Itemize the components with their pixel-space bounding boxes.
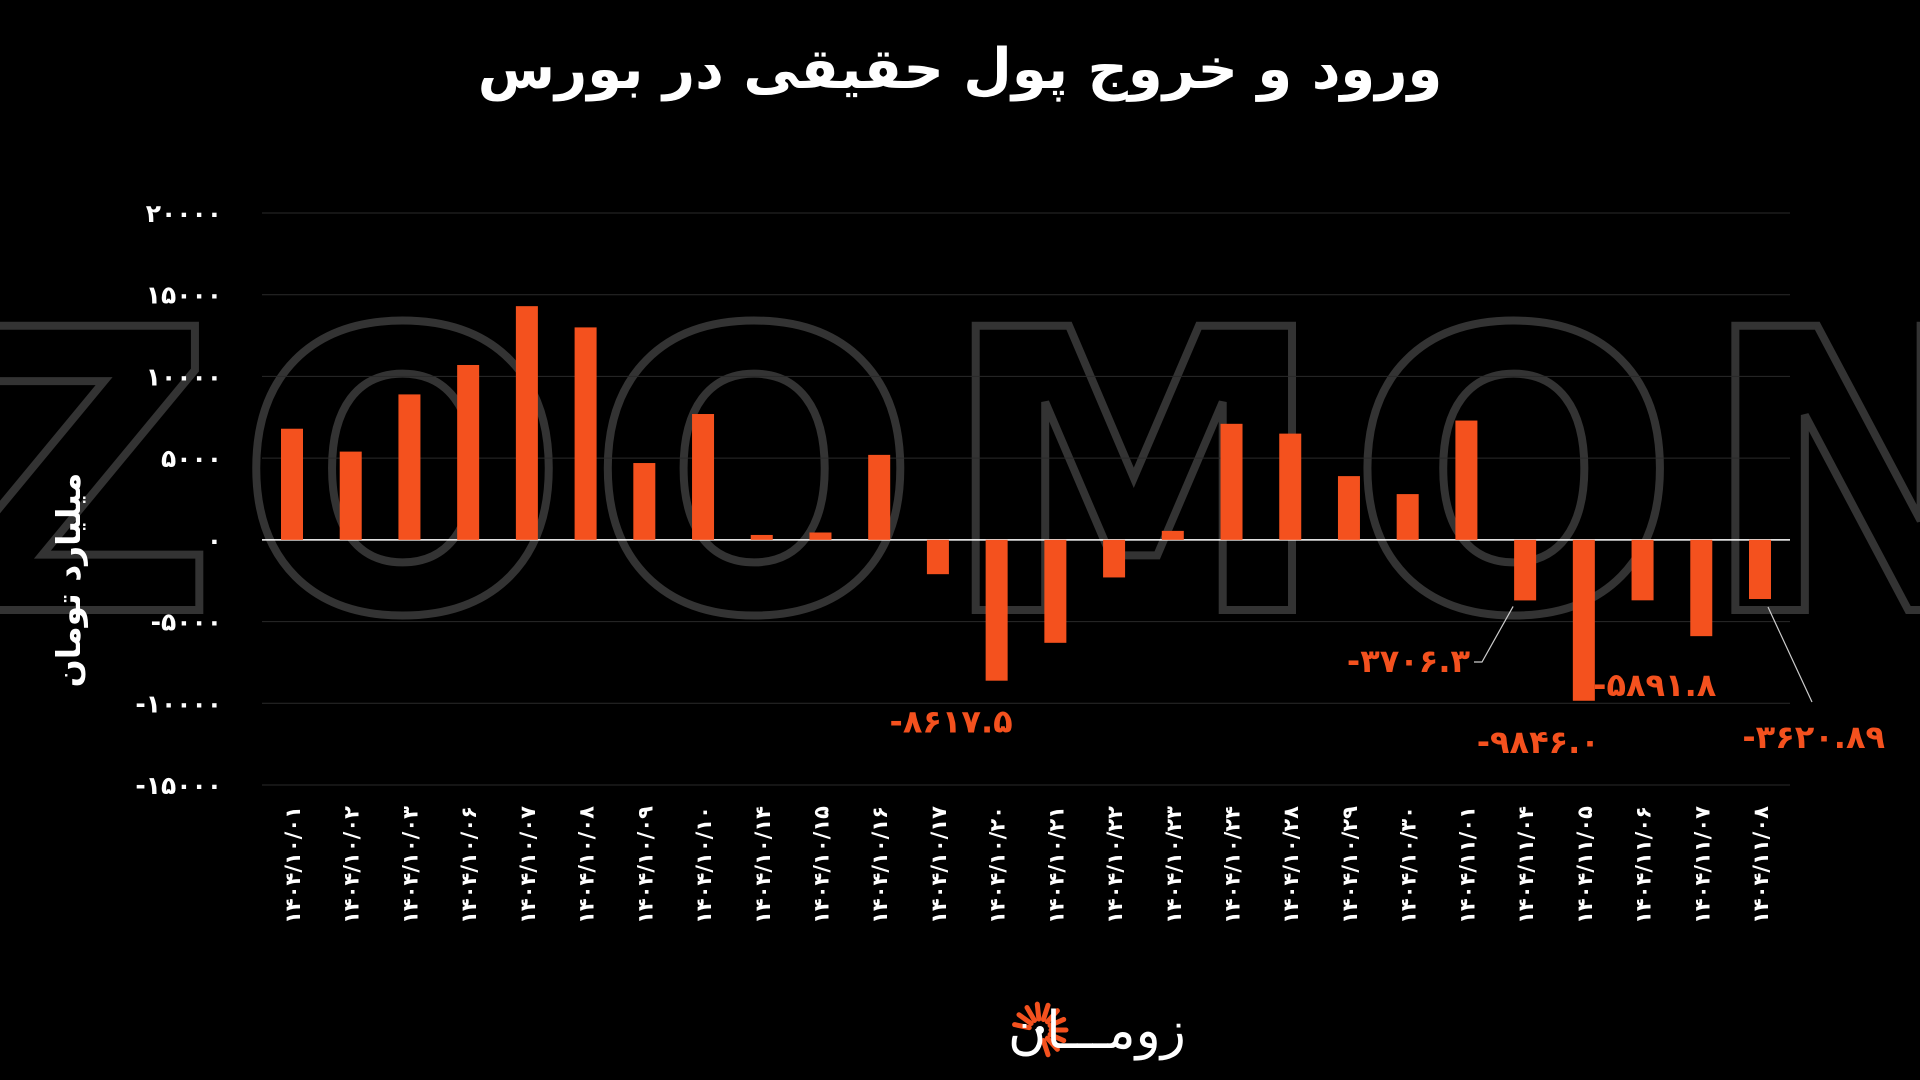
x-tick-label: ۱۴۰۴/۱۰/۰۸: [575, 806, 599, 924]
bar: [574, 327, 597, 540]
sun-center: [1036, 1026, 1044, 1034]
bar: [1044, 539, 1067, 643]
x-tick-label: ۱۴۰۴/۱۱/۰۱: [1455, 806, 1479, 924]
y-axis-label: میلیارد تومان: [49, 473, 89, 688]
sun-ray: [1044, 1035, 1060, 1052]
bar: [1455, 420, 1478, 540]
x-tick-label: ۱۴۰۴/۱۰/۰۳: [398, 806, 422, 924]
x-tick-label: ۱۴۰۴/۱۰/۲۲: [1103, 806, 1127, 924]
x-tick-label: ۱۴۰۴/۱۰/۲۰: [986, 806, 1010, 924]
bar: [926, 539, 949, 575]
x-tick-label: ۱۴۰۴/۱۰/۰۲: [340, 806, 364, 924]
sun-ray: [1034, 1001, 1042, 1022]
y-tick-label: ۰: [207, 526, 222, 555]
y-tick-label: ۱۰۰۰۰: [146, 362, 222, 391]
chart-title: ورود و خروج پول حقیقی در بورس: [478, 37, 1443, 102]
bar: [339, 451, 362, 540]
y-tick-label: -۵۰۰۰: [151, 608, 222, 637]
bar: [633, 463, 656, 540]
data-label: -۳۶۲۰.۸۹: [1742, 718, 1885, 756]
data-label-leader: [1474, 606, 1514, 663]
sun-ray: [1012, 1022, 1032, 1031]
data-label: -۵۸۹۱.۸: [1593, 666, 1717, 704]
x-tick-label: ۱۴۰۴/۱۱/۰۸: [1749, 806, 1773, 924]
bar: [1396, 494, 1419, 540]
x-tick-label: ۱۴۰۴/۱۰/۰۷: [516, 806, 540, 924]
bars: [281, 306, 1771, 701]
brand-logo: زومـــان: [1008, 1001, 1186, 1061]
sun-ray: [1040, 1002, 1051, 1023]
bar: [1103, 539, 1126, 578]
x-tick-label: ۱۴۰۴/۱۰/۲۳: [1162, 806, 1186, 924]
y-tick-label: -۱۵۰۰۰: [135, 771, 222, 800]
watermark: ZOOMON: [0, 248, 1920, 702]
sunburst-icon: [1012, 1001, 1069, 1058]
bar: [281, 428, 303, 540]
bar: [1514, 539, 1537, 601]
bar: [457, 364, 480, 540]
x-tick-label: ۱۴۰۴/۱۰/۱۵: [809, 806, 833, 924]
y-axis-ticks: ۲۰۰۰۰ ۱۵۰۰۰ ۱۰۰۰۰ ۵۰۰۰ ۰ -۵۰۰۰ -۱۰۰۰۰ -۱۵۰۰۰: [135, 199, 222, 800]
y-tick-label: ۲۰۰۰۰: [146, 199, 222, 228]
bar: [398, 394, 421, 540]
x-tick-label: ۱۴۰۴/۱۰/۱۷: [927, 806, 951, 924]
y-tick-label: ۵۰۰۰: [161, 444, 222, 473]
x-tick-label: ۱۴۰۴/۱۰/۰۶: [457, 806, 481, 924]
bar: [750, 534, 773, 540]
brand-name: زومـــان: [1008, 1001, 1186, 1061]
x-tick-label: ۱۴۰۴/۱۰/۱۶: [868, 806, 892, 924]
bar: [1161, 530, 1184, 540]
bar: [1337, 476, 1360, 540]
bar: [809, 532, 832, 540]
bar: [1279, 433, 1302, 540]
x-tick-label: ۱۴۰۴/۱۰/۲۸: [1279, 806, 1303, 924]
sun-ray: [1044, 1008, 1060, 1025]
sun-ray: [1047, 1031, 1067, 1044]
x-tick-label: ۱۴۰۴/۱۰/۲۹: [1338, 806, 1362, 924]
bar: [985, 539, 1008, 681]
bar: [1572, 539, 1595, 701]
y-tick-label: -۱۰۰۰۰: [135, 689, 222, 718]
x-tick-label: ۱۴۰۴/۱۱/۰۷: [1690, 806, 1714, 924]
x-tick-label: ۱۴۰۴/۱۰/۱۰: [692, 806, 716, 924]
sun-ray: [1016, 1012, 1034, 1027]
x-tick-label: ۱۴۰۴/۱۱/۰۶: [1632, 806, 1656, 924]
x-tick-label: ۱۴۰۴/۱۱/۰۴: [1514, 806, 1538, 924]
data-label: -۸۶۱۷.۵: [890, 703, 1013, 741]
x-axis-ticks: ۱۴۰۴/۱۰/۰۱ ۱۴۰۴/۱۰/۰۲ ۱۴۰۴/۱۰/۰۳ ۱۴۰۴/۱۰/۰۶…: [281, 806, 1773, 924]
x-tick-label: ۱۴۰۴/۱۰/۲۱: [1044, 806, 1068, 924]
x-tick-label: ۱۴۰۴/۱۱/۰۵: [1573, 806, 1597, 924]
y-tick-label: ۱۵۰۰۰: [146, 281, 222, 310]
bar: [1690, 539, 1713, 637]
bar: [1749, 539, 1771, 600]
data-label-leader: [1767, 606, 1813, 703]
sun-ray: [1047, 1016, 1067, 1029]
bar: [1631, 539, 1654, 601]
x-tick-label: ۱۴۰۴/۱۰/۰۹: [633, 806, 657, 924]
sun-ray: [1040, 1037, 1051, 1058]
bar: [515, 306, 538, 540]
data-labels: -۸۶۱۷.۵ -۳۷۰۶.۳ -۹۸۴۶.۰ -۵۸۹۱.۸ -۳۶۲۰.۸۹: [890, 606, 1885, 761]
data-label: -۹۸۴۶.۰: [1477, 723, 1600, 761]
x-tick-label: ۱۴۰۴/۱۰/۲۴: [1221, 806, 1245, 924]
x-tick-label: ۱۴۰۴/۱۰/۰۱: [281, 806, 305, 924]
x-tick-label: ۱۴۰۴/۱۰/۱۴: [751, 806, 775, 924]
bar: [1220, 423, 1243, 540]
data-label: -۳۷۰۶.۳: [1347, 642, 1471, 680]
sun-ray: [1024, 1004, 1037, 1023]
x-tick-label: ۱۴۰۴/۱۰/۳۰: [1397, 806, 1421, 924]
bar: [868, 454, 891, 540]
bar: [692, 414, 715, 540]
